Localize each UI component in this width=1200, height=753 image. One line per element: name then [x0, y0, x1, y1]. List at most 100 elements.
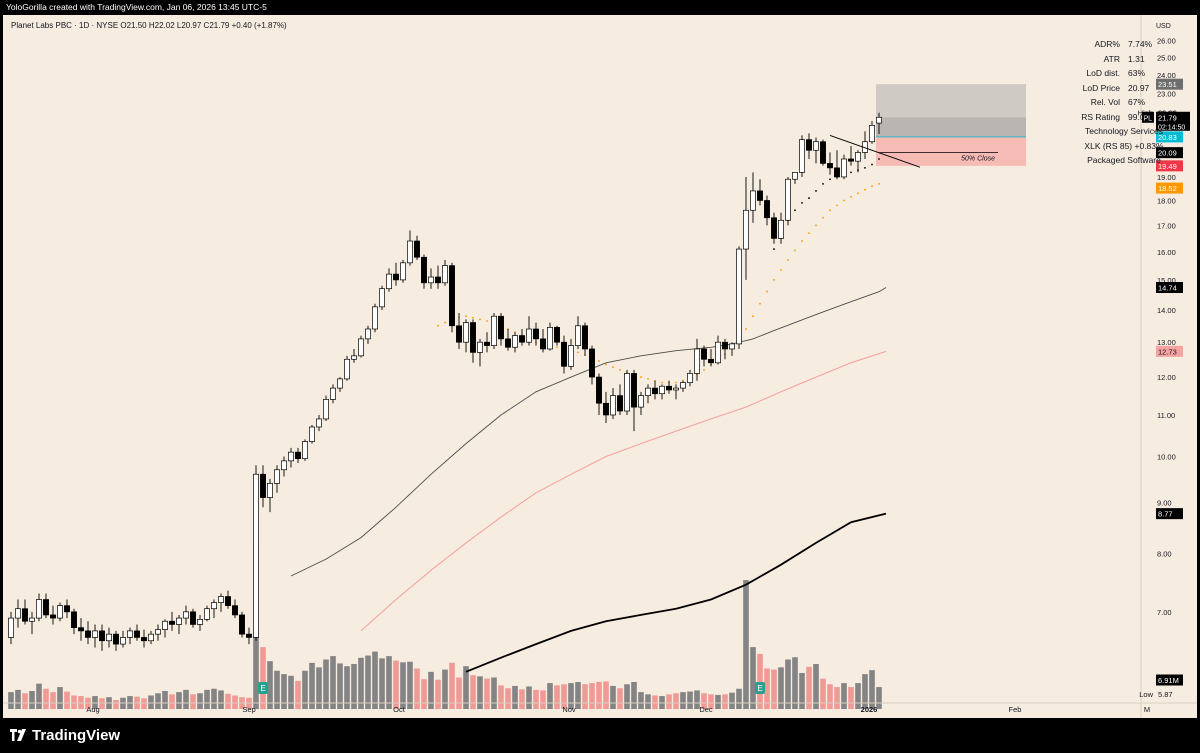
volume-bar [750, 647, 756, 709]
candle-body [449, 265, 455, 327]
candle-body [141, 637, 147, 642]
volume-bar [869, 670, 875, 709]
volume-bar [288, 675, 294, 709]
volume-bar [799, 672, 805, 709]
volume-bar [540, 690, 546, 709]
ma-21-dot [486, 320, 488, 322]
candle-body [568, 345, 574, 367]
volume-bar [470, 675, 476, 709]
candle-body [841, 158, 847, 178]
volume-bar [414, 668, 420, 709]
candle-body [526, 328, 532, 343]
candle-body [820, 141, 826, 164]
ma-21-dot [822, 216, 824, 219]
volume-bar [232, 695, 238, 709]
chart-pane[interactable]: 50% Close E E 7.00 8.00 9.00 10.00 11.00 12.00 13… [3, 15, 1197, 718]
tradingview-brand[interactable]: TradingView [32, 727, 121, 744]
volume-bar [148, 695, 154, 709]
price-label-text: 12.73 [1158, 347, 1177, 356]
volume-bar [554, 685, 560, 709]
candle-body [113, 633, 119, 645]
x-tick-label: 2026 [861, 705, 878, 714]
y-tick-label: 17.00 [1157, 221, 1176, 230]
candle-body [764, 200, 770, 219]
zone-box [876, 84, 1026, 118]
caption-bar: YoloGorilla created with TradingView.com… [0, 0, 1200, 15]
candle-body [134, 630, 140, 638]
volume-bar [533, 689, 539, 709]
volume-bar [344, 666, 350, 709]
volume-bar [393, 660, 399, 709]
volume-bar [302, 670, 308, 709]
volume-bar [708, 694, 714, 709]
price-label-box [1156, 160, 1183, 172]
y-tick-label: 19.00 [1157, 173, 1176, 182]
ma-10-dot [878, 158, 880, 160]
x-tick-label: Oct [393, 705, 406, 714]
candle-body [246, 633, 252, 638]
volume-bar [512, 685, 518, 709]
candle-body [106, 633, 112, 642]
ma-21-dot [479, 318, 481, 321]
ma-21-dot [780, 268, 782, 271]
y-tick-label: 16.00 [1157, 248, 1176, 257]
candle-body [127, 630, 133, 638]
volume-bar [736, 688, 742, 709]
candle-body [785, 178, 791, 221]
symbol-line: Planet Labs PBC · 1D · NYSE O21.50 H22.0… [11, 21, 287, 30]
candle-body [15, 608, 21, 619]
ma-10-dot [871, 163, 873, 166]
price-label-box [1156, 78, 1183, 90]
candle-body [540, 338, 546, 350]
candle-body [225, 596, 231, 606]
volume-bar [169, 694, 175, 709]
candle-body [57, 605, 63, 619]
candle-body [498, 315, 504, 340]
candle-body [694, 348, 700, 374]
candle-body [92, 630, 98, 638]
volume-bar [687, 691, 693, 709]
volume-bar [365, 655, 371, 709]
x-tick-label: Feb [1009, 705, 1022, 714]
volume-bar [771, 669, 777, 709]
candle-body [407, 240, 413, 264]
volume-bar [603, 681, 609, 709]
volume-bar [295, 680, 301, 709]
ma-21-dot [808, 232, 810, 235]
ma-10-dot [864, 166, 866, 169]
x-tick-label: Dec [699, 705, 713, 714]
volume-bar [428, 671, 434, 709]
price-label-text: 14.74 [1158, 284, 1177, 293]
candle-body [806, 139, 812, 151]
y-tick-label: 13.00 [1157, 338, 1176, 347]
candle-body [351, 355, 357, 360]
volume-bar [71, 695, 77, 709]
volume-bar [701, 693, 707, 709]
volume-bar [463, 666, 469, 709]
y-tick-label: 24.00 [1157, 71, 1176, 80]
candle-body [736, 248, 742, 345]
ma-21-dot [675, 381, 677, 384]
ma-21-dot [878, 182, 880, 185]
candle-body [155, 629, 161, 635]
ma-10-dot [850, 171, 852, 174]
candle-body [120, 637, 126, 645]
y-tick-label: 10.00 [1157, 452, 1176, 461]
candle-body [610, 395, 616, 416]
volume-bar [575, 681, 581, 709]
y-tick-label: 7.00 [1157, 608, 1172, 617]
volume-bar [155, 693, 161, 709]
ma-21-dot [465, 315, 467, 318]
candle-body [869, 124, 875, 143]
volume-bar [29, 690, 35, 709]
y-tick-label: 8.00 [1157, 550, 1172, 559]
x-tick-label: Nov [562, 705, 576, 714]
candle-body [673, 387, 679, 391]
price-chart[interactable]: 50% Close E E 7.00 8.00 9.00 10.00 11.00 12.00 13… [3, 15, 1197, 718]
ma-10-dot [815, 190, 817, 192]
volume-bar [197, 693, 203, 709]
volume-bar [421, 679, 427, 709]
currency-label[interactable]: USD [1156, 23, 1171, 30]
candle-body [421, 256, 427, 284]
volume-bar [722, 694, 728, 709]
